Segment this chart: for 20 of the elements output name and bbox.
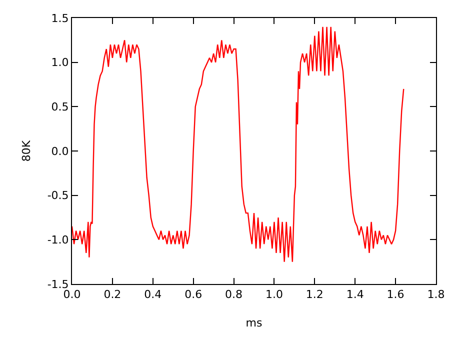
y-tick-label: 1.0: [51, 56, 69, 70]
x-axis-title: ms: [246, 316, 262, 330]
y-tick-label: -1.5: [47, 278, 69, 291]
x-tick-label: 0.8: [225, 288, 243, 302]
y-tick-label: -1.0: [47, 234, 69, 247]
y-tick-label: 0.0: [51, 144, 69, 158]
x-tick-label: 1.6: [386, 288, 404, 302]
x-tick-label: 0.2: [104, 288, 122, 302]
x-tick-label: 1.0: [265, 288, 283, 302]
y-tick-label: 1.5: [51, 12, 69, 25]
y-axis-title: 80K: [20, 140, 33, 162]
x-tick-label: 0.4: [144, 288, 162, 302]
x-tick-label: 0.0: [63, 288, 81, 302]
line-series: [72, 26, 404, 262]
y-tick-label: 0.5: [51, 100, 69, 114]
x-tick-label: 1.2: [306, 288, 324, 302]
x-tick-label: 1.8: [427, 288, 445, 302]
x-tick-label: 1.4: [346, 288, 364, 302]
y-tick-label: -0.5: [47, 189, 69, 202]
x-tick-label: 0.6: [184, 288, 202, 302]
